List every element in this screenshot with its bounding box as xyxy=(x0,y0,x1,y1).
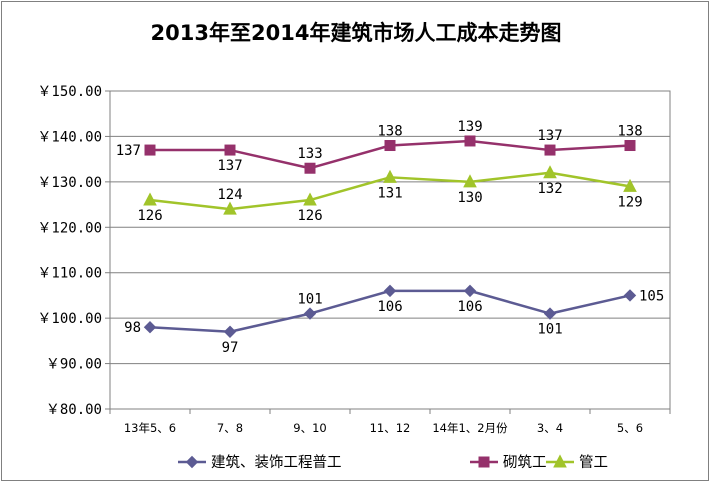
legend: 建筑、装饰工程普工 砌筑工 管工 xyxy=(178,454,608,471)
y-tick-label: ￥90.00 xyxy=(46,357,102,373)
data-point xyxy=(143,192,157,206)
data-label: 138 xyxy=(617,124,642,140)
axes: ￥80.00 ￥90.00 ￥100.00 ￥110.00 ￥120.00 ￥130.00… xyxy=(37,84,671,435)
data-label: 129 xyxy=(617,194,642,210)
data-point xyxy=(143,321,157,334)
data-label: 137 xyxy=(537,128,562,144)
legend-marker xyxy=(185,455,199,469)
data-label: 106 xyxy=(377,299,402,315)
x-tick-label: 9、10 xyxy=(293,421,326,435)
series-layer xyxy=(143,135,637,338)
data-label: 137 xyxy=(116,143,141,159)
y-tick-label: ￥110.00 xyxy=(37,266,102,282)
data-point xyxy=(544,144,556,156)
data-label: 139 xyxy=(457,119,482,135)
data-point xyxy=(543,307,557,320)
x-tick-label: 13年5、6 xyxy=(124,421,176,435)
legend-item-3: 管工 xyxy=(546,454,608,471)
data-label: 101 xyxy=(537,322,562,338)
data-point xyxy=(223,201,237,215)
x-tick-label: 14年1、2月份 xyxy=(432,421,508,435)
data-label: 131 xyxy=(377,185,402,201)
data-point xyxy=(303,192,317,206)
data-label: 98 xyxy=(124,320,141,336)
legend-label: 砌筑工 xyxy=(503,454,547,471)
data-label: 124 xyxy=(217,187,242,203)
y-tick-label: ￥140.00 xyxy=(37,129,102,145)
legend-item-1: 建筑、装饰工程普工 xyxy=(178,454,342,471)
legend-marker xyxy=(553,454,567,468)
series-1 xyxy=(143,284,637,338)
data-point xyxy=(383,169,397,183)
data-point xyxy=(463,174,477,188)
data-label: 126 xyxy=(297,208,322,224)
y-tick-label: ￥100.00 xyxy=(37,311,102,327)
data-point xyxy=(464,135,476,147)
data-point xyxy=(383,284,397,298)
data-point xyxy=(543,165,557,179)
data-label: 105 xyxy=(639,288,664,304)
y-tick-label: ￥120.00 xyxy=(37,220,102,236)
data-point xyxy=(304,162,316,174)
series-3 xyxy=(143,165,637,215)
y-tick-label: ￥150.00 xyxy=(37,84,102,100)
x-tick-label: 7、8 xyxy=(217,421,243,435)
legend-label: 建筑、装饰工程普工 xyxy=(211,454,342,471)
x-tick-label: 3、4 xyxy=(537,421,563,435)
data-label: 97 xyxy=(222,340,239,356)
data-point xyxy=(224,144,236,156)
data-label: 132 xyxy=(537,181,562,197)
data-point xyxy=(623,178,637,192)
series-2 xyxy=(144,135,636,174)
data-label: 106 xyxy=(457,299,482,315)
x-tick-label: 11、12 xyxy=(370,421,411,435)
data-labels: 98 97 101 106 106 101 105 137 137 133 138 139 137 138… xyxy=(116,119,665,356)
data-label: 133 xyxy=(297,146,322,162)
y-tick-label: ￥80.00 xyxy=(46,402,102,418)
data-label: 138 xyxy=(377,124,402,140)
data-point xyxy=(623,289,637,302)
legend-item-2: 砌筑工 xyxy=(470,454,547,471)
legend-label: 管工 xyxy=(579,454,608,471)
data-point xyxy=(303,307,317,320)
data-label: 137 xyxy=(217,158,242,174)
data-point xyxy=(144,144,156,156)
data-point xyxy=(624,140,636,152)
legend-marker xyxy=(478,456,490,468)
data-point xyxy=(463,284,477,298)
data-point xyxy=(384,140,396,152)
data-point xyxy=(223,325,237,338)
data-label: 126 xyxy=(137,208,162,224)
chart-title: 2013年至2014年建筑市场人工成本走势图 xyxy=(151,21,562,45)
x-tick-label: 5、6 xyxy=(617,421,643,435)
data-label: 101 xyxy=(297,292,322,308)
data-label: 130 xyxy=(457,190,482,206)
y-tick-label: ￥130.00 xyxy=(37,175,102,191)
